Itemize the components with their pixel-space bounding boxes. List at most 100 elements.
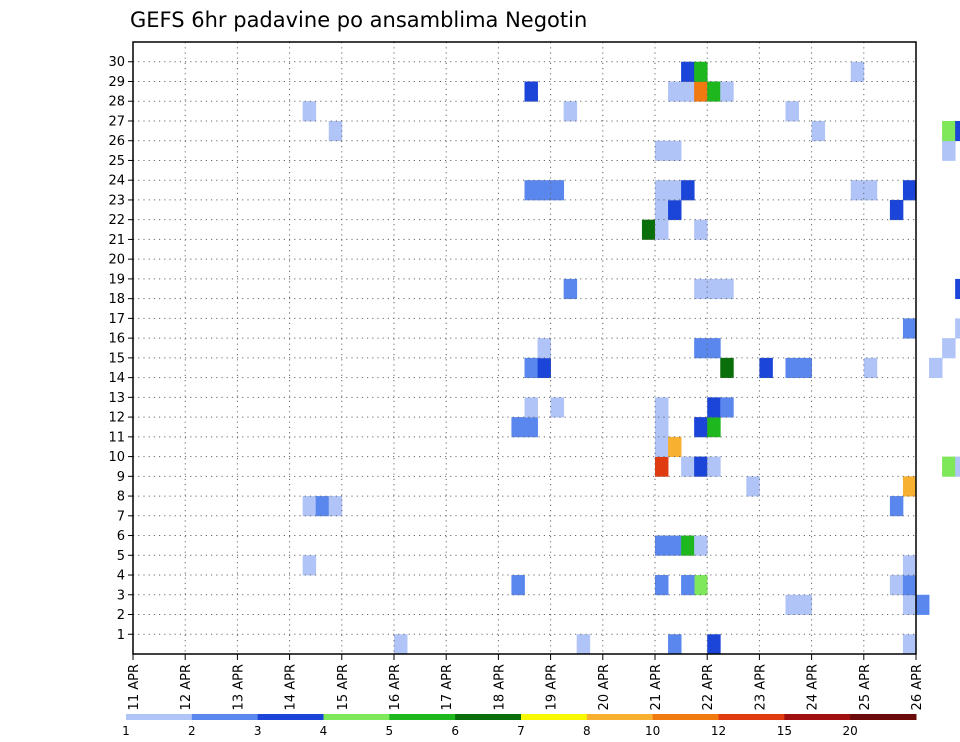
heatmap-cell xyxy=(681,456,695,477)
heatmap-cell xyxy=(655,575,669,596)
heatmap-cell xyxy=(707,456,721,477)
heatmap-cell xyxy=(811,120,826,142)
heatmap-cell xyxy=(707,81,721,102)
heatmap-cell xyxy=(955,120,960,142)
heatmap-cell xyxy=(720,357,734,379)
x-tick-label: 25 APR xyxy=(858,664,873,710)
heatmap-cell xyxy=(707,417,721,438)
y-tick-label: 5 xyxy=(117,549,125,564)
colorbar-label: 7 xyxy=(517,724,525,738)
heatmap-cell xyxy=(720,397,734,418)
heatmap-cell xyxy=(655,456,669,477)
y-tick-label: 9 xyxy=(117,470,125,485)
colorbar-label: 5 xyxy=(386,724,394,738)
heatmap-cell xyxy=(955,456,960,477)
colorbar-label: 3 xyxy=(254,724,262,738)
y-tick-label: 25 xyxy=(108,154,125,169)
y-tick-label: 15 xyxy=(108,351,125,366)
heatmap-cell xyxy=(955,318,960,339)
colorbar-label: 6 xyxy=(451,724,459,738)
heatmap-cell xyxy=(863,357,878,379)
heatmap-cell xyxy=(863,180,878,201)
x-tick-label: 13 APR xyxy=(231,664,246,710)
heatmap-cell xyxy=(655,180,669,201)
heatmap-cell xyxy=(511,575,525,596)
heatmap-cell xyxy=(655,199,669,221)
heatmap-cell xyxy=(563,101,578,122)
heatmap-cell xyxy=(850,61,865,82)
y-tick-label: 27 xyxy=(108,114,125,129)
x-tick-label: 17 APR xyxy=(440,664,455,710)
heatmap-cell xyxy=(707,338,721,359)
colorbar-label: 2 xyxy=(188,724,196,738)
heatmap-cell xyxy=(576,634,591,655)
heatmap-cell xyxy=(694,338,708,359)
heatmap-cell xyxy=(902,594,917,615)
heatmap-cell xyxy=(902,555,917,576)
heatmap-cell xyxy=(929,357,943,379)
heatmap-cell xyxy=(694,535,708,556)
y-tick-label: 4 xyxy=(117,569,125,584)
y-tick-label: 7 xyxy=(117,509,125,524)
colorbar-swatch xyxy=(718,714,785,720)
dotted-grid xyxy=(133,42,916,654)
y-tick-label: 28 xyxy=(108,95,125,110)
heatmap-cell xyxy=(655,535,669,556)
colorbar-label: 10 xyxy=(645,724,660,738)
heatmap-cell xyxy=(668,535,682,556)
colorbar-swatch xyxy=(323,714,390,720)
heatmap-cell xyxy=(694,81,708,102)
heatmap-cell xyxy=(785,101,799,122)
colorbar-swatch xyxy=(455,714,522,720)
y-tick-label: 16 xyxy=(108,332,125,347)
colorbar-legend: 1 2 3 4 5 6 7 8 10 12 15 20 xyxy=(122,714,917,738)
colorbar-label: 12 xyxy=(711,724,726,738)
heatmap-cell xyxy=(681,535,695,556)
heatmap-cell xyxy=(681,575,695,596)
y-axis-tick-labels: 1234567891011121314151617181920212223242… xyxy=(108,55,133,643)
y-tick-label: 11 xyxy=(108,430,125,445)
colorbar-label: 8 xyxy=(583,724,591,738)
heatmap-cell xyxy=(746,476,760,497)
colorbar-swatch xyxy=(521,714,588,720)
heatmap-cell xyxy=(707,634,721,655)
y-tick-label: 19 xyxy=(108,272,125,287)
colorbar-label: 20 xyxy=(843,724,858,738)
x-tick-label: 20 APR xyxy=(597,664,612,710)
heatmap-cell xyxy=(537,180,551,201)
y-tick-label: 21 xyxy=(108,233,125,248)
heatmap-cell xyxy=(902,634,917,655)
x-tick-label: 15 APR xyxy=(336,664,351,710)
x-tick-label: 23 APR xyxy=(753,664,768,710)
x-tick-label: 22 APR xyxy=(701,664,716,710)
heatmap-cell xyxy=(668,634,682,655)
colorbar-swatch xyxy=(586,714,654,720)
heatmap-cell xyxy=(902,575,917,596)
heatmap-cell xyxy=(302,101,317,122)
heatmap-cell xyxy=(524,397,538,418)
x-tick-label: 21 APR xyxy=(649,664,664,710)
heatmap-cell xyxy=(889,199,904,221)
heatmap-cell xyxy=(550,180,565,201)
heatmap-cell xyxy=(916,594,930,615)
heatmap-cell xyxy=(563,278,578,300)
chart-title: GEFS 6hr padavine po ansamblima Negotin xyxy=(130,8,587,32)
heatmap-cell xyxy=(720,278,734,300)
y-tick-label: 2 xyxy=(117,608,125,623)
y-tick-label: 22 xyxy=(108,213,125,228)
heatmap-cell xyxy=(681,180,695,201)
heatmap-cell xyxy=(524,357,538,379)
heatmap-cell xyxy=(889,496,904,517)
y-tick-label: 30 xyxy=(108,55,125,70)
y-tick-label: 8 xyxy=(117,490,125,505)
x-tick-label: 12 APR xyxy=(179,664,194,710)
x-axis-tick-labels: 11 APR 12 APR 13 APR 14 APR 15 APR 16 APR 17 A… xyxy=(127,654,925,710)
heatmap-cell xyxy=(798,357,812,379)
y-tick-label: 23 xyxy=(108,193,125,208)
y-tick-label: 13 xyxy=(108,391,125,406)
heatmap-cell xyxy=(302,555,317,576)
colorbar-label: 4 xyxy=(320,724,328,738)
heatmap-cell xyxy=(785,357,799,379)
heatmap-cell xyxy=(315,496,330,517)
heatmap-cell xyxy=(707,278,721,300)
